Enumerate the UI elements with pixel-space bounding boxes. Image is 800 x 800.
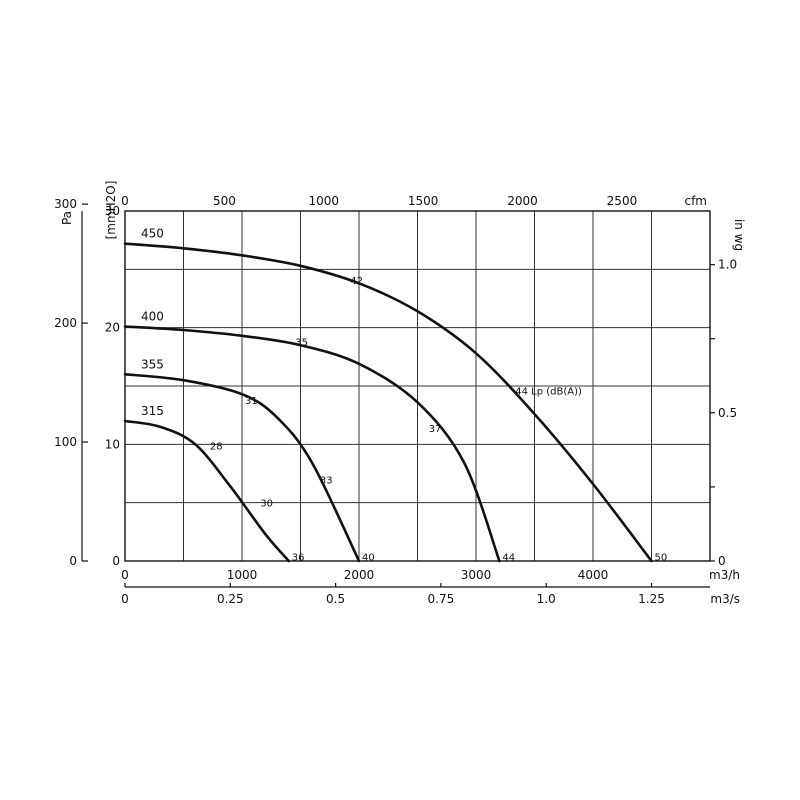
m3s-tick-label: 0.25 xyxy=(217,592,244,606)
series-label-315: 315 xyxy=(141,404,164,418)
curve-450 xyxy=(123,242,653,563)
noise-label: 44 xyxy=(502,552,515,563)
noise-label: 44 Lp (dB(A)) xyxy=(515,387,582,398)
series-label-400: 400 xyxy=(141,310,164,324)
curves xyxy=(123,242,653,563)
plot-frame xyxy=(124,210,711,562)
noise-label: 36 xyxy=(292,552,305,563)
x-unit-label: m3/h xyxy=(709,568,740,582)
inwg-unit-label: in wg xyxy=(732,219,746,251)
y-tick-label: 20 xyxy=(105,321,120,335)
noise-label: 31 xyxy=(245,396,258,407)
m3s-tick-label: 1.25 xyxy=(638,592,665,606)
m3s-tick-label: 0.75 xyxy=(428,592,455,606)
y-tick-label: 30 xyxy=(105,204,120,218)
x-tick-label: 1000 xyxy=(227,568,258,582)
m3s-tick-label: 0.5 xyxy=(326,592,345,606)
cfm-tick-label: 2500 xyxy=(607,194,638,208)
labels: 0 1000 2000 3000 4000 m3/h0 0.25 0.5 0.75 1.0 1.25… xyxy=(54,181,746,606)
series-label-355: 355 xyxy=(141,357,164,371)
curve-315 xyxy=(123,419,291,563)
series-label-450: 450 xyxy=(141,227,164,241)
x-tick-label: 0 xyxy=(121,568,129,582)
m3s-tick-label: 1.0 xyxy=(537,592,556,606)
x-tick-label: 2000 xyxy=(344,568,375,582)
cfm-tick-label: 1000 xyxy=(309,194,340,208)
m3s-tick-label: 0 xyxy=(121,592,129,606)
x-tick-label: 4000 xyxy=(578,568,609,582)
curve-355 xyxy=(123,373,361,563)
cfm-tick-label: 0 xyxy=(121,194,129,208)
inwg-tick-label: 0 xyxy=(718,554,726,568)
noise-label: 28 xyxy=(210,442,223,453)
x-tick-label: 3000 xyxy=(461,568,492,582)
noise-label: 50 xyxy=(655,552,668,563)
pa-tick-label: 100 xyxy=(54,435,77,449)
noise-label: 40 xyxy=(362,552,375,563)
noise-label: 30 xyxy=(260,499,273,510)
m3s-unit-label: m3/s xyxy=(710,592,740,606)
cfm-unit-label: cfm xyxy=(684,194,707,208)
cfm-tick-label: 1500 xyxy=(408,194,439,208)
pa-tick-label: 200 xyxy=(54,316,77,330)
cfm-tick-label: 500 xyxy=(213,194,236,208)
pa-unit-label: Pa xyxy=(60,211,74,225)
pa-tick-label: 300 xyxy=(54,197,77,211)
cfm-tick-label: 2000 xyxy=(507,194,538,208)
curve-400 xyxy=(123,325,501,563)
y-unit-label: [mmH2O] xyxy=(104,181,118,240)
y-tick-label: 0 xyxy=(112,554,120,568)
noise-label: 35 xyxy=(295,338,308,349)
inwg-tick-label: 1.0 xyxy=(718,258,737,272)
noise-label: 42 xyxy=(350,276,363,287)
pa-tick-label: 0 xyxy=(69,554,77,568)
noise-label: 33 xyxy=(320,475,333,486)
inwg-tick-label: 0.5 xyxy=(718,406,737,420)
noise-label: 37 xyxy=(429,424,442,435)
y-tick-label: 10 xyxy=(105,437,120,451)
